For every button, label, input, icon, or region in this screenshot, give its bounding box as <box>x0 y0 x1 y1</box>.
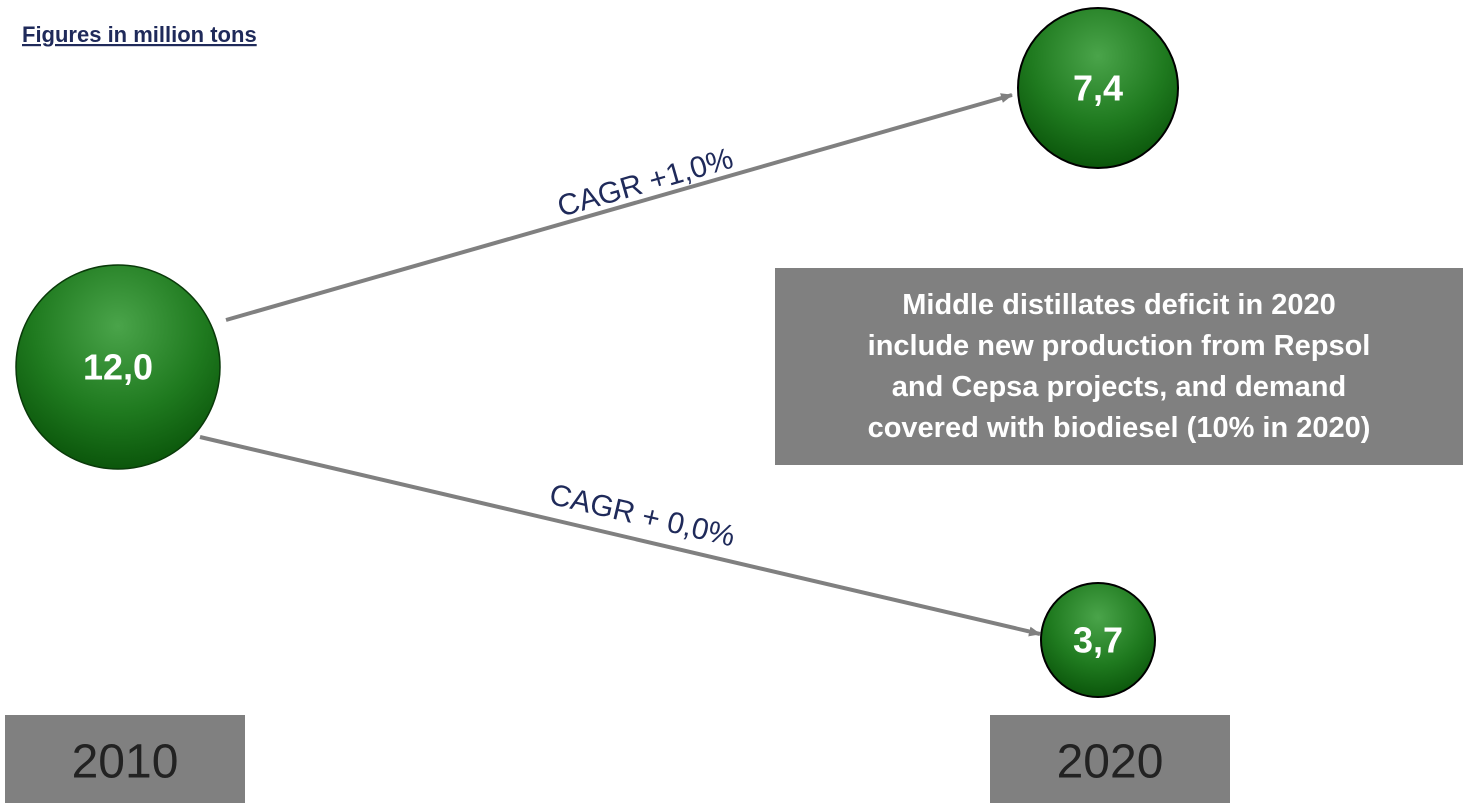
note-box <box>775 268 1463 465</box>
node-label: 7,4 <box>1073 68 1123 109</box>
year-box <box>990 715 1230 803</box>
note-line: Middle distillates deficit in 2020 <box>902 289 1336 321</box>
year-box <box>5 715 245 803</box>
year-label: 2020 <box>1057 736 1164 789</box>
arrow <box>199 435 1041 637</box>
node-circle <box>15 264 221 470</box>
node-label: 3,7 <box>1073 620 1123 661</box>
note-line: and Cepsa projects, and demand <box>892 371 1346 403</box>
note-line: covered with biodiesel (10% in 2020) <box>868 412 1371 444</box>
node-circle <box>1040 582 1156 698</box>
note-line: include new production from Repsol <box>868 330 1371 362</box>
header-title: Figures in million tons <box>22 22 257 47</box>
node-circle <box>1017 7 1179 169</box>
year-label: 2010 <box>72 736 179 789</box>
arrow <box>225 93 1013 322</box>
node-label: 12,0 <box>83 347 153 388</box>
